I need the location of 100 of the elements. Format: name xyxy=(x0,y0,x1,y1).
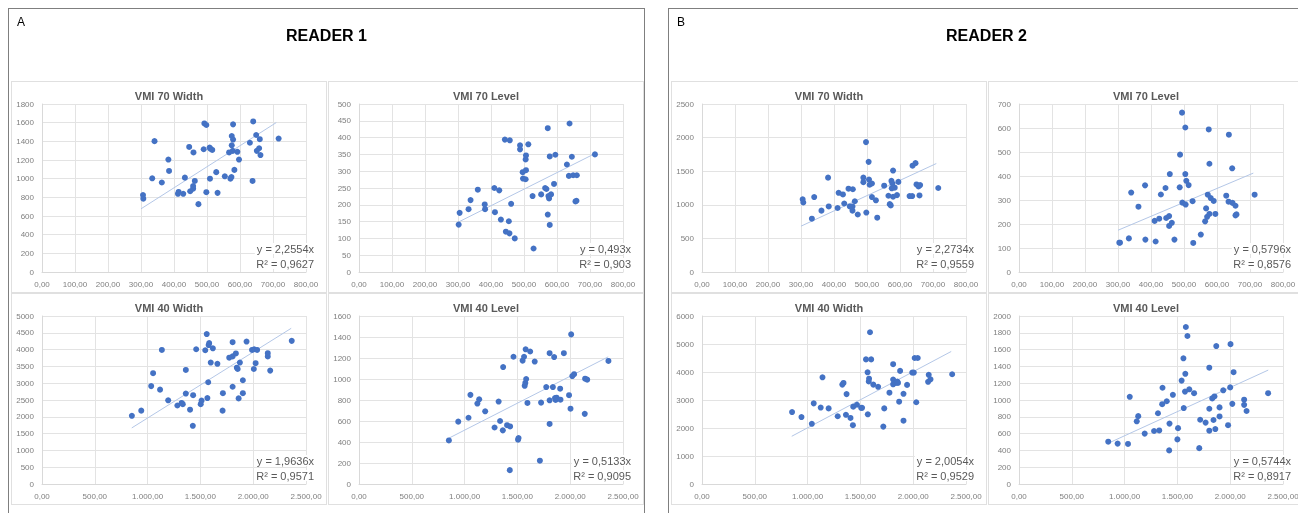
annotation: R² = 0,9529 xyxy=(916,469,975,482)
y-tick-label: 800 xyxy=(997,412,1012,422)
y-tick-label: 500 xyxy=(997,147,1012,157)
y-tick-label: 600 xyxy=(20,211,35,221)
annotation: y = 0,5744x xyxy=(1233,454,1292,467)
y-tick-label: 0 xyxy=(1006,267,1012,277)
y-tick-label: 1600 xyxy=(16,118,35,128)
x-tick-label: 400,00 xyxy=(478,279,504,289)
y-tick-label: 3000 xyxy=(16,378,35,388)
x-tick-label: 600,00 xyxy=(887,279,913,289)
chart-title: VMI 40 Width xyxy=(794,301,864,314)
y-tick-label: 0 xyxy=(689,479,695,489)
x-tick-label: 2.500,00 xyxy=(1267,491,1300,501)
x-tick-label: 500,00 xyxy=(1171,279,1197,289)
y-tick-label: 1000 xyxy=(333,374,352,384)
x-tick-label: 800,00 xyxy=(293,279,319,289)
y-tick-label: 0 xyxy=(1006,479,1012,489)
chart-title: VMI 40 Level xyxy=(452,301,520,314)
annotation: y = 2,2734x xyxy=(916,242,975,255)
y-tick-label: 1400 xyxy=(16,136,35,146)
x-tick-label: 500,00 xyxy=(82,491,108,501)
y-tick-label: 800 xyxy=(20,192,35,202)
x-tick-label: 1.000,00 xyxy=(449,491,481,501)
annotation: R² = 0,9559 xyxy=(916,257,975,270)
x-tick-label: 2.000,00 xyxy=(897,491,930,501)
chart-title: VMI 40 Level xyxy=(1112,301,1180,314)
x-tick-label: 300,00 xyxy=(128,279,154,289)
x-tick-label: 100,00 xyxy=(1039,279,1065,289)
y-tick-label: 500 xyxy=(680,233,695,243)
y-tick-label: 1400 xyxy=(333,332,352,342)
x-tick-label: 300,00 xyxy=(788,279,814,289)
text: A xyxy=(17,15,26,29)
x-tick-label: 0,00 xyxy=(694,491,711,501)
y-tick-label: 100 xyxy=(997,243,1012,253)
x-tick-label: 2.500,00 xyxy=(950,491,983,501)
x-tick-label: 1.500,00 xyxy=(844,491,877,501)
annotation: R² = 0,8576 xyxy=(1233,257,1292,270)
x-tick-label: 200,00 xyxy=(412,279,438,289)
y-tick-label: 400 xyxy=(337,437,352,447)
y-tick-label: 0 xyxy=(29,267,35,277)
x-tick-label: 300,00 xyxy=(445,279,471,289)
x-tick-label: 0,00 xyxy=(34,491,51,501)
y-tick-label: 800 xyxy=(337,395,352,405)
x-tick-label: 2.500,00 xyxy=(290,491,323,501)
y-tick-label: 150 xyxy=(337,217,352,227)
y-tick-label: 2000 xyxy=(16,412,35,422)
y-tick-label: 2000 xyxy=(993,311,1012,321)
y-tick-label: 350 xyxy=(337,149,352,159)
y-tick-label: 1200 xyxy=(333,353,352,363)
y-tick-label: 1500 xyxy=(16,429,35,439)
x-tick-label: 0,00 xyxy=(351,279,368,289)
x-tick-label: 0,00 xyxy=(1011,491,1028,501)
y-tick-label: 4000 xyxy=(676,367,695,377)
annotation: y = 0,5796x xyxy=(1233,242,1292,255)
y-tick-label: 1800 xyxy=(993,328,1012,338)
x-tick-label: 200,00 xyxy=(1072,279,1098,289)
x-tick-label: 600,00 xyxy=(544,279,570,289)
y-tick-label: 2000 xyxy=(676,133,695,143)
y-tick-label: 0 xyxy=(346,479,352,489)
y-tick-label: 1600 xyxy=(333,311,352,321)
y-tick-label: 1500 xyxy=(676,166,695,176)
x-tick-label: 0,00 xyxy=(1011,279,1028,289)
annotation: R² = 0,9627 xyxy=(256,257,315,270)
y-tick-label: 1000 xyxy=(16,445,35,455)
x-tick-label: 500,00 xyxy=(854,279,880,289)
annotation: y = 1,9636x xyxy=(256,454,315,467)
y-tick-label: 1000 xyxy=(676,451,695,461)
x-tick-label: 500,00 xyxy=(194,279,220,289)
x-tick-label: 300,00 xyxy=(1105,279,1131,289)
x-tick-label: 500,00 xyxy=(742,491,768,501)
text: B xyxy=(677,15,686,29)
y-tick-label: 1000 xyxy=(993,395,1012,405)
y-tick-label: 2500 xyxy=(676,99,695,109)
chart-title: VMI 70 Width xyxy=(794,89,864,102)
y-tick-label: 300 xyxy=(337,166,352,176)
x-tick-label: 500,00 xyxy=(399,491,425,501)
x-tick-label: 0,00 xyxy=(351,491,368,501)
y-tick-label: 6000 xyxy=(676,311,695,321)
x-tick-label: 2.500,00 xyxy=(607,491,640,501)
y-tick-label: 1200 xyxy=(16,155,35,165)
chart-title: VMI 70 Level xyxy=(1112,89,1180,102)
y-tick-label: 450 xyxy=(337,116,352,126)
x-tick-label: 500,00 xyxy=(511,279,537,289)
y-tick-label: 300 xyxy=(997,195,1012,205)
x-tick-label: 800,00 xyxy=(953,279,979,289)
chart-title: VMI 70 Width xyxy=(134,89,204,102)
y-tick-label: 400 xyxy=(997,171,1012,181)
x-tick-label: 1.000,00 xyxy=(132,491,164,501)
x-tick-label: 0,00 xyxy=(34,279,51,289)
y-tick-label: 1600 xyxy=(993,345,1012,355)
x-tick-label: 2.000,00 xyxy=(1214,491,1247,501)
x-tick-label: 400,00 xyxy=(1138,279,1164,289)
y-tick-label: 2500 xyxy=(16,395,35,405)
annotation: y = 0,5133x xyxy=(573,454,632,467)
annotation: R² = 0,9095 xyxy=(573,469,632,482)
y-tick-label: 200 xyxy=(997,219,1012,229)
x-tick-label: 100,00 xyxy=(62,279,88,289)
annotation: R² = 0,9571 xyxy=(256,469,315,482)
x-tick-label: 1.000,00 xyxy=(1109,491,1141,501)
x-tick-label: 700,00 xyxy=(260,279,286,289)
